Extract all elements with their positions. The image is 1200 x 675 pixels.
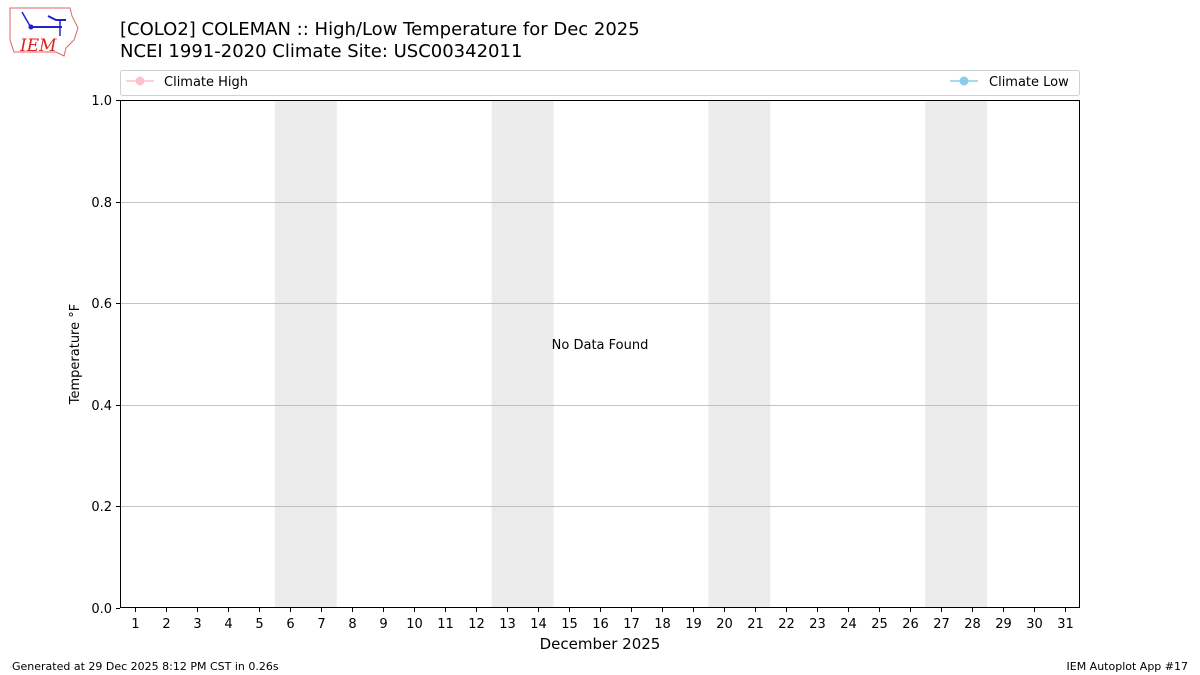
x-tick-label: 30	[1026, 617, 1043, 632]
x-tick-label: 31	[1057, 617, 1074, 632]
y-tick-label: 0.6	[91, 297, 112, 312]
x-tick-label: 13	[499, 617, 516, 632]
x-tick-label: 28	[964, 617, 981, 632]
x-tick-label: 7	[317, 617, 325, 632]
x-tick-label: 6	[286, 617, 294, 632]
x-tick-label: 5	[255, 617, 263, 632]
x-tick-label: 20	[716, 617, 733, 632]
x-tick-label: 27	[933, 617, 950, 632]
x-tick-label: 3	[193, 617, 201, 632]
weekend-shade	[274, 100, 337, 608]
x-tick-label: 11	[437, 617, 454, 632]
x-tick-label: 1	[131, 617, 139, 632]
plot-frame	[120, 100, 1080, 608]
x-tick-label: 14	[530, 617, 547, 632]
x-tick-label: 10	[406, 617, 423, 632]
y-tick-label: 0.0	[91, 602, 112, 617]
legend-item-climate-high: Climate High	[126, 75, 248, 90]
legend: Climate High Climate Low	[120, 70, 1080, 96]
y-tick-label: 0.8	[91, 196, 112, 211]
x-tick-label: 15	[561, 617, 578, 632]
x-tick-label: 25	[871, 617, 888, 632]
x-tick-label: 18	[654, 617, 671, 632]
x-tick-label: 2	[162, 617, 170, 632]
x-tick-label: 23	[809, 617, 826, 632]
y-axis-label: Temperature °F	[68, 304, 83, 405]
legend-label-high: Climate High	[164, 75, 248, 90]
x-tick-label: 22	[778, 617, 795, 632]
x-tick-label: 8	[348, 617, 356, 632]
chart-subtitle: NCEI 1991-2020 Climate Site: USC00342011	[120, 41, 522, 62]
weekend-shade	[925, 100, 988, 608]
x-tick-label: 17	[623, 617, 640, 632]
iem-logo: IEM	[9, 7, 79, 57]
x-tick-label: 4	[224, 617, 232, 632]
logo-text: IEM	[19, 36, 57, 56]
footer-app: IEM Autoplot App #17	[1067, 660, 1189, 673]
x-tick-label: 16	[592, 617, 609, 632]
legend-item-climate-low: Climate Low	[950, 75, 1069, 90]
x-tick-label: 29	[995, 617, 1012, 632]
x-tick-label: 19	[685, 617, 702, 632]
x-axis-label: December 2025	[540, 635, 661, 653]
legend-dot-high	[135, 76, 145, 86]
footer-generated: Generated at 29 Dec 2025 8:12 PM CST in …	[12, 660, 279, 673]
x-tick-label: 12	[468, 617, 485, 632]
x-tick-label: 21	[747, 617, 764, 632]
legend-dot-low	[959, 76, 969, 86]
weekend-shade	[708, 100, 771, 608]
x-tick-label: 24	[840, 617, 857, 632]
x-tick-label: 9	[379, 617, 387, 632]
y-tick-label: 0.4	[91, 399, 112, 414]
legend-label-low: Climate Low	[989, 75, 1069, 90]
x-tick-label: 26	[902, 617, 919, 632]
y-tick-label: 0.2	[91, 500, 112, 515]
chart-title: [COLO2] COLEMAN :: High/Low Temperature …	[120, 19, 640, 40]
no-data-annotation: No Data Found	[552, 338, 649, 353]
plot-area: 0.00.20.40.60.81.01 2 3 4 5 6 7 8 9 10 11 12 13 14 15 1…	[91, 94, 1080, 632]
y-tick-label: 1.0	[91, 94, 112, 109]
weekend-shade	[491, 100, 554, 608]
